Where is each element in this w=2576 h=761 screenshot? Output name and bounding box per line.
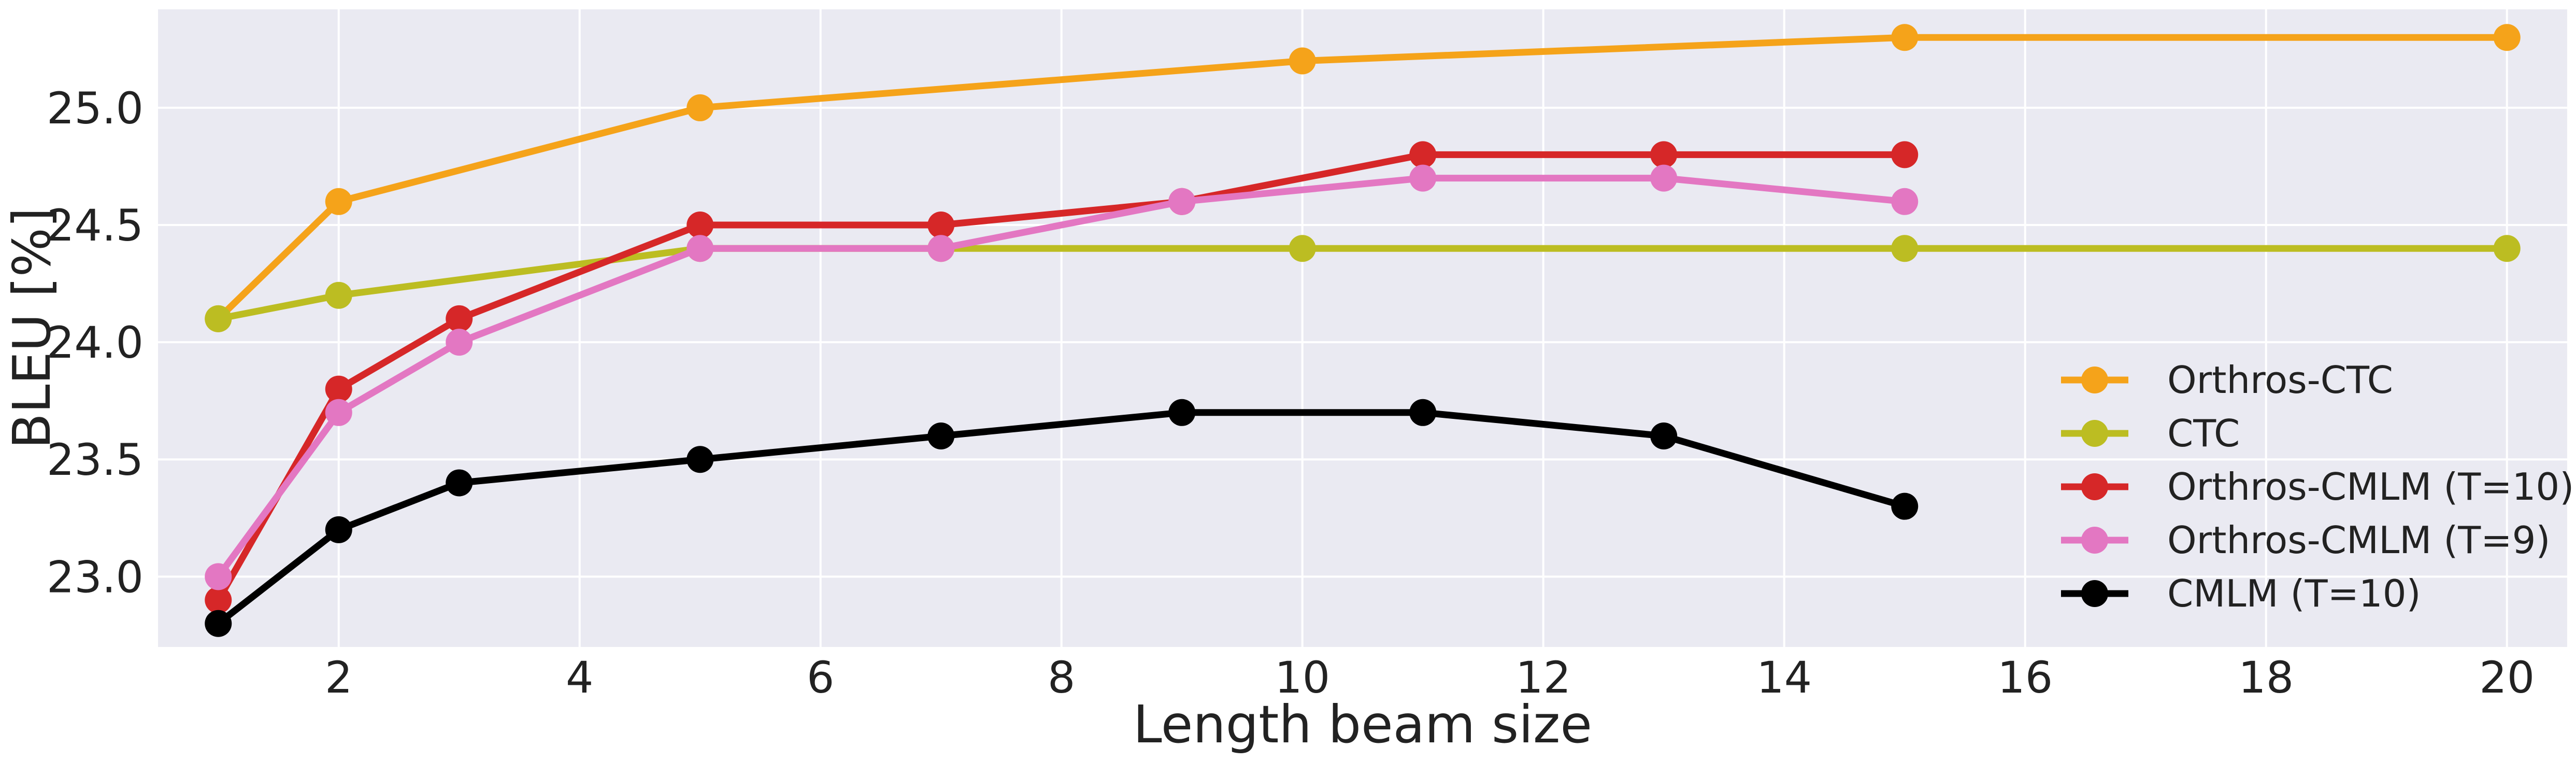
data-point — [1891, 24, 1919, 51]
x-tick-label: 20 — [2479, 652, 2535, 703]
y-tick-label: 24.0 — [47, 317, 144, 368]
x-tick-label: 10 — [1275, 652, 1330, 703]
data-point — [2493, 235, 2521, 262]
data-point — [686, 235, 714, 262]
y-tick-label: 25.0 — [47, 83, 144, 134]
x-tick-label: 12 — [1515, 652, 1571, 703]
data-point — [1891, 141, 1919, 168]
legend-label: CMLM (T=10) — [2167, 572, 2421, 615]
legend-item: CMLM (T=10) — [2061, 572, 2421, 615]
legend-label: Orthros-CMLM (T=10) — [2167, 465, 2574, 509]
x-tick-label: 8 — [1048, 652, 1075, 703]
data-point — [1409, 141, 1437, 168]
data-point — [1891, 188, 1919, 215]
data-point — [446, 305, 473, 332]
data-point — [1289, 47, 1316, 75]
data-point — [927, 235, 955, 262]
x-tick-label: 16 — [1997, 652, 2053, 703]
data-point — [446, 469, 473, 497]
y-tick-label: 24.5 — [47, 200, 144, 251]
x-tick-label: 6 — [807, 652, 834, 703]
y-tick-label: 23.5 — [47, 434, 144, 485]
data-point — [1650, 141, 1678, 168]
data-point — [1168, 188, 1196, 215]
legend-marker — [2081, 420, 2108, 447]
data-point — [1409, 164, 1437, 192]
x-tick-label: 18 — [2238, 652, 2294, 703]
data-point — [927, 422, 955, 450]
data-point — [2493, 24, 2521, 51]
y-axis-title: BLEU [%] — [2, 207, 62, 449]
series-4 — [205, 399, 1919, 637]
data-point — [1289, 235, 1316, 262]
data-point — [325, 375, 352, 403]
x-tick-label: 14 — [1756, 652, 1812, 703]
data-point — [686, 94, 714, 121]
x-axis-title: Length beam size — [1133, 694, 1592, 755]
x-tick-label: 4 — [566, 652, 593, 703]
data-point — [1650, 422, 1678, 450]
data-point — [1891, 235, 1919, 262]
legend-marker — [2081, 527, 2108, 554]
data-point — [446, 329, 473, 356]
legend-label: Orthros-CMLM (T=9) — [2167, 518, 2551, 562]
data-point — [325, 516, 352, 543]
legend-marker — [2081, 473, 2108, 500]
data-point — [325, 188, 352, 215]
legend-label: CTC — [2167, 412, 2240, 455]
data-point — [1409, 399, 1437, 426]
data-point — [325, 281, 352, 309]
plot-area — [158, 9, 2567, 647]
legend: Orthros-CTC CTC Orthros-CMLM (T=10) Orthros… — [2061, 358, 2574, 615]
legend-marker — [2081, 580, 2108, 607]
legend-label: Orthros-CTC — [2167, 358, 2393, 402]
data-point — [205, 610, 232, 637]
legend-item: CTC — [2061, 412, 2240, 455]
series-3 — [205, 164, 1919, 590]
data-point — [205, 563, 232, 590]
data-point — [205, 305, 232, 332]
data-point — [686, 446, 714, 473]
data-point — [1650, 164, 1678, 192]
legend-marker — [2081, 367, 2108, 393]
data-point — [325, 399, 352, 426]
legend-item: Orthros-CMLM (T=10) — [2061, 465, 2574, 509]
series-2 — [205, 141, 1919, 614]
data-point — [205, 586, 232, 614]
x-axis-ticks: 2 4 6 8 10 12 14 16 18 20 — [325, 652, 2535, 703]
x-tick-label: 2 — [325, 652, 352, 703]
y-axis-ticks: 23.0 23.5 24.0 24.5 25.0 — [47, 83, 144, 602]
series-group — [205, 24, 2521, 637]
data-point — [1891, 492, 1919, 520]
legend-item: Orthros-CTC — [2061, 358, 2393, 402]
y-tick-label: 23.0 — [47, 552, 144, 602]
data-point — [1168, 399, 1196, 426]
legend-item: Orthros-CMLM (T=9) — [2061, 518, 2551, 562]
series-line — [214, 34, 2511, 322]
grid — [158, 9, 2567, 647]
data-point — [686, 212, 714, 239]
data-point — [927, 212, 955, 239]
